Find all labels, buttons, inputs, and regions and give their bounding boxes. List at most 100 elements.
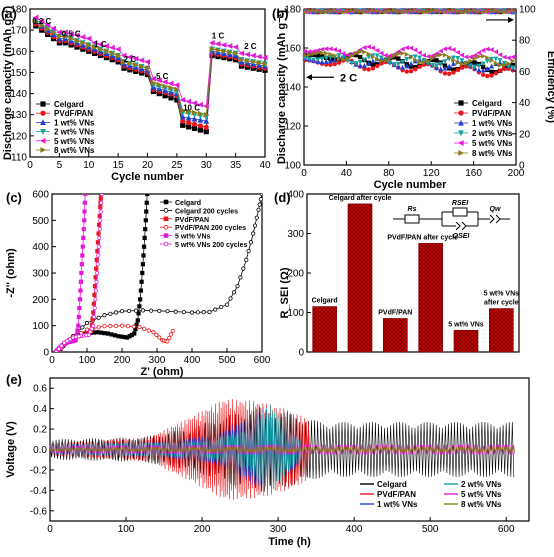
data-point [233, 50, 239, 57]
data-point [127, 60, 133, 67]
data-point [246, 248, 251, 254]
data-point [450, 47, 456, 53]
data-point [203, 117, 210, 124]
data-point [336, 48, 342, 54]
data-point [324, 50, 329, 56]
data-point [157, 308, 162, 314]
data-point [480, 72, 486, 78]
data-point [142, 235, 147, 240]
series-5 wt% VNs [32, 14, 268, 110]
data-point [149, 308, 154, 313]
x-tick-label: 5 [57, 160, 63, 171]
data-point [429, 63, 435, 68]
data-point [136, 311, 141, 316]
bar [383, 318, 408, 353]
data-point [250, 52, 256, 59]
panel-label: (d) [274, 190, 291, 205]
data-point [92, 44, 98, 50]
data-point [336, 60, 342, 65]
legend-label: Celgard 200 cycles [175, 208, 238, 215]
y-tick-label: 120 [10, 131, 27, 142]
data-point [480, 47, 486, 53]
data-point [181, 309, 186, 315]
data-point [132, 331, 137, 336]
data-point [323, 59, 329, 64]
data-point [79, 34, 86, 40]
data-point [82, 200, 87, 205]
bar-label: after cycle [484, 300, 519, 307]
data-point [121, 59, 128, 65]
efficiency-point [358, 9, 363, 15]
efficiency-point [498, 9, 503, 15]
data-point [256, 207, 261, 212]
legend-marker [458, 100, 464, 106]
data-point [84, 327, 90, 332]
x-tick-label: 20 [142, 160, 154, 171]
data-point [97, 222, 102, 227]
data-point [485, 55, 491, 61]
series-8 wt% VNs [33, 18, 269, 118]
data-point [425, 58, 431, 64]
panel-a: 0 5 10 15 20 25 30 35 40 110 120 130 140 150 160 170 180… [1, 5, 271, 184]
data-point [357, 54, 363, 60]
efficiency-point [464, 9, 469, 15]
data-point [94, 266, 99, 271]
data-point [99, 200, 104, 205]
data-point [476, 67, 482, 73]
data-point [510, 58, 516, 64]
y-axis-label: Voltage (V) [5, 421, 17, 478]
qsei-label: QSEI [453, 233, 471, 240]
data-point [408, 45, 414, 51]
rate-label: 0.5 C [62, 29, 81, 38]
data-point [370, 58, 376, 64]
data-point [214, 41, 221, 47]
data-point [472, 55, 478, 61]
data-point [108, 323, 113, 329]
data-point [65, 338, 70, 344]
y-tick-label: 160 [284, 44, 301, 55]
data-point [370, 66, 376, 71]
data-point [417, 64, 422, 69]
data-point [167, 80, 174, 87]
data-point [370, 54, 376, 60]
data-point [62, 29, 68, 36]
capacity-arrow-head [306, 74, 312, 81]
data-point [412, 54, 418, 60]
data-point [497, 68, 503, 73]
data-point [238, 50, 245, 57]
data-point [374, 53, 380, 59]
data-point [404, 45, 410, 51]
efficiency-point [328, 8, 333, 13]
data-point [95, 248, 100, 254]
x-tick-label: 0 [301, 168, 307, 179]
data-point [396, 56, 401, 61]
data-point [96, 231, 101, 236]
data-point [105, 331, 111, 336]
data-point [489, 69, 494, 75]
data-point [399, 46, 405, 52]
data-point [365, 44, 371, 50]
y-tick-label: 110 [11, 153, 27, 164]
data-point [429, 53, 435, 59]
legend-label: PVdF/PAN 200 cycles [175, 225, 246, 232]
data-point [340, 51, 346, 57]
x-tick-label: 400 [184, 355, 201, 366]
data-point [68, 30, 74, 37]
efficiency-point [413, 8, 418, 13]
data-point [96, 325, 101, 330]
data-point [93, 288, 99, 293]
data-point [353, 50, 359, 56]
y-tick-label: 300 [287, 229, 304, 240]
data-point [396, 51, 402, 57]
x-tick-label: 200 [194, 524, 211, 535]
data-point [168, 84, 175, 91]
x-tick-label: 25 [171, 160, 183, 171]
efficiency-point [472, 8, 478, 13]
data-point [258, 197, 262, 202]
legend-marker [458, 130, 464, 137]
data-point [165, 339, 170, 344]
legend-label: 5 wt% VNs [472, 139, 513, 148]
data-point [497, 58, 503, 64]
data-point [315, 50, 321, 56]
